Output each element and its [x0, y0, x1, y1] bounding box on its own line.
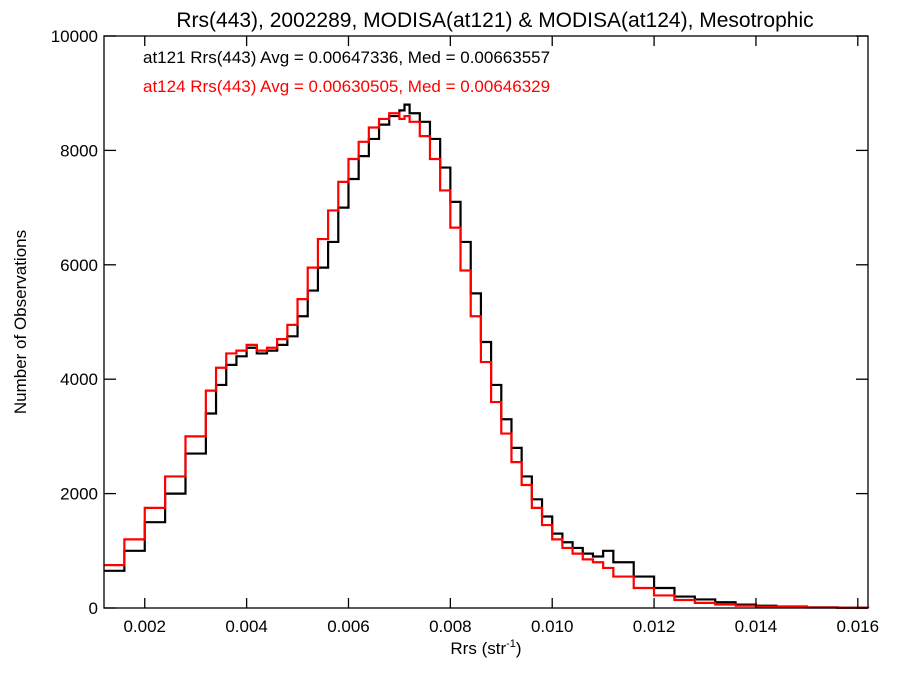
chart-title: Rrs(443), 2002289, MODISA(at121) & MODIS…: [176, 9, 813, 32]
x-tick-label: 0.014: [735, 617, 778, 636]
x-tick-label: 0.012: [633, 617, 676, 636]
x-tick-label: 0.008: [429, 617, 472, 636]
x-axis-label-main: Rrs (str: [450, 639, 506, 658]
y-axis-label: Number of Observations: [11, 230, 30, 414]
plot-frame: [103, 35, 869, 609]
y-tick-label: 6000: [60, 256, 98, 275]
annotation-at121: at121 Rrs(443) Avg = 0.00647336, Med = 0…: [143, 48, 550, 67]
x-tick-label: 0.006: [327, 617, 370, 636]
ticks-layer: 0.002 0.004 0.006 0.008 0.010 0.012 0.014 0.016…: [51, 27, 879, 636]
series-at124-line: [104, 112, 870, 609]
x-axis-label-suffix: ): [516, 639, 522, 658]
y-tick-label: 8000: [60, 141, 98, 160]
x-axis-label: Rrs (str-1): [450, 638, 521, 658]
series-at121-line: [104, 103, 870, 609]
y-tick-label: 2000: [60, 485, 98, 504]
y-tick-label: 10000: [51, 27, 98, 46]
x-tick-label: 0.010: [531, 617, 574, 636]
series-layer: [104, 103, 870, 609]
x-axis-label-superscript: -1: [506, 638, 516, 650]
x-tick-label: 0.016: [837, 617, 880, 636]
y-tick-label: 4000: [60, 370, 98, 389]
x-tick-label: 0.002: [123, 617, 166, 636]
y-tick-label: 0: [89, 599, 98, 618]
x-tick-label: 0.004: [225, 617, 268, 636]
annotation-at124: at124 Rrs(443) Avg = 0.00630505, Med = 0…: [143, 77, 550, 96]
